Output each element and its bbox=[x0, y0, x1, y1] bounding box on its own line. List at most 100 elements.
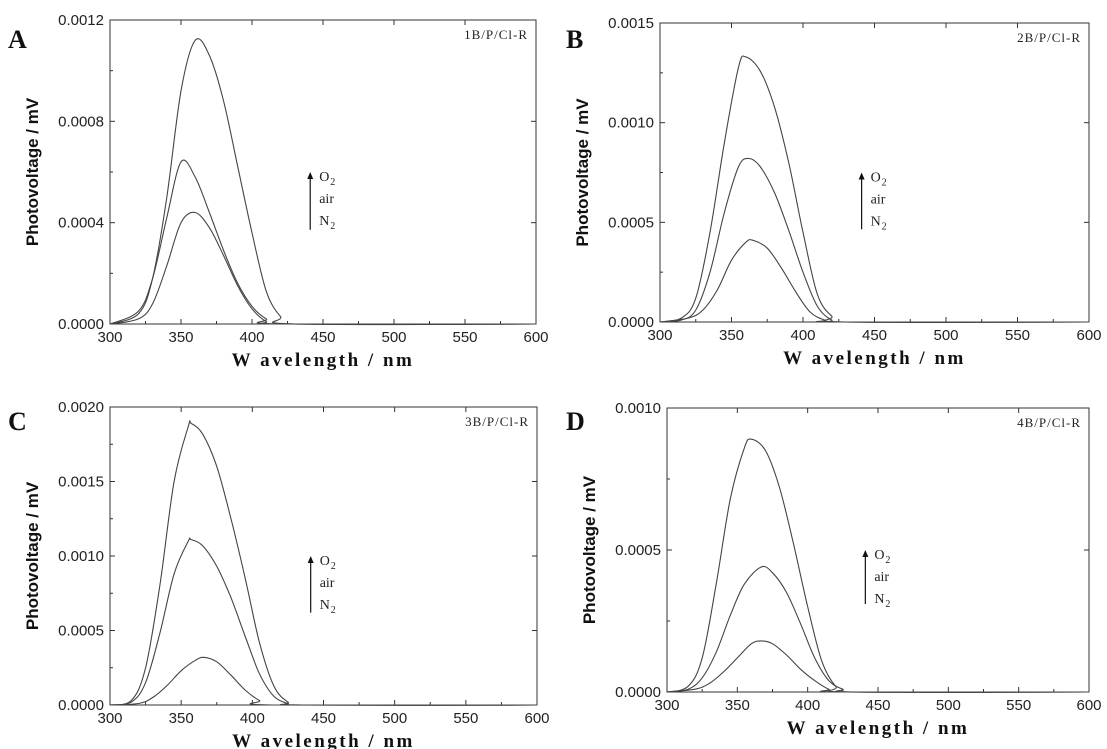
y-tick-label: 0.0000 bbox=[58, 697, 104, 714]
y-tick-label: 0.0004 bbox=[58, 215, 104, 232]
gas-label-o2: O bbox=[871, 171, 881, 186]
x-tick-label: 550 bbox=[453, 710, 478, 727]
x-tick-label: 500 bbox=[933, 327, 958, 344]
gas-subscript: 2 bbox=[885, 599, 890, 610]
series-line-3 bbox=[659, 239, 1090, 323]
panel-letter: C bbox=[8, 407, 27, 436]
y-tick-label: 0.0010 bbox=[615, 400, 661, 417]
x-axis-title: W avelength / nm bbox=[232, 731, 415, 749]
gas-label-air: air bbox=[319, 192, 334, 207]
gas-subscript: 2 bbox=[330, 177, 335, 188]
x-axis-title: W avelength / nm bbox=[232, 350, 415, 371]
gas-label-o2: O bbox=[874, 548, 884, 563]
x-tick-label: 450 bbox=[862, 327, 887, 344]
x-tick-label: 300 bbox=[647, 327, 672, 344]
series-line-2 bbox=[109, 537, 538, 706]
series-line-1 bbox=[659, 55, 1090, 323]
y-tick-label: 0.0012 bbox=[58, 12, 104, 29]
x-tick-label: 400 bbox=[240, 710, 265, 727]
x-tick-label: 500 bbox=[382, 710, 407, 727]
arrow-head-icon bbox=[858, 172, 865, 180]
y-tick-label: 0.0000 bbox=[615, 684, 661, 701]
y-tick-label: 0.0015 bbox=[608, 15, 654, 32]
y-axis-title: Photovoltage / mV bbox=[580, 475, 599, 624]
gas-label-n2: N bbox=[874, 592, 884, 607]
y-tick-label: 0.0005 bbox=[58, 623, 104, 640]
panel-d: 300 350 400 450 500 550 600 0.0000 0.0005 0.0010 D… bbox=[566, 400, 1102, 739]
x-tick-label: 300 bbox=[654, 697, 679, 714]
x-tick-label: 350 bbox=[719, 327, 744, 344]
y-tick-label: 0.0008 bbox=[58, 113, 104, 130]
x-tick-label: 600 bbox=[1076, 697, 1101, 714]
series-line-3 bbox=[109, 656, 538, 706]
gas-label-air: air bbox=[871, 193, 886, 208]
x-tick-label: 400 bbox=[790, 327, 815, 344]
panel-letter: D bbox=[566, 407, 585, 436]
sample-label: 2B/P/Cl-R bbox=[1017, 30, 1081, 45]
gas-subscript: 2 bbox=[330, 221, 335, 232]
gas-subscript: 2 bbox=[331, 561, 336, 572]
y-axis-title: Photovoltage / mV bbox=[23, 97, 42, 246]
panel-a: 300 350 400 450 500 550 600 0.0000 0.0004 0.0008 0… bbox=[8, 12, 549, 371]
gas-label-air: air bbox=[320, 576, 335, 591]
panel-c: 300 350 400 450 500 550 600 0.0000 0.0005 0.0010 0… bbox=[8, 399, 550, 749]
series-line-3 bbox=[109, 211, 537, 325]
x-tick-label: 350 bbox=[725, 697, 750, 714]
x-axis-title: W avelength / nm bbox=[783, 348, 966, 369]
gas-label-o2: O bbox=[319, 170, 329, 185]
arrow-head-icon bbox=[862, 550, 869, 557]
x-tick-label: 300 bbox=[97, 329, 122, 346]
panel-letter: A bbox=[8, 25, 27, 54]
gas-subscript: 2 bbox=[885, 555, 890, 566]
series-line-3 bbox=[666, 640, 1090, 693]
gas-subscript: 2 bbox=[882, 178, 887, 189]
panel-letter: B bbox=[566, 25, 583, 54]
y-tick-label: 0.0005 bbox=[608, 214, 654, 231]
y-tick-label: 0.0020 bbox=[58, 399, 104, 416]
y-tick-label: 0.0010 bbox=[58, 548, 104, 565]
x-tick-label: 350 bbox=[168, 329, 193, 346]
x-tick-label: 550 bbox=[1005, 327, 1030, 344]
y-axis-title: Photovoltage / mV bbox=[573, 98, 592, 247]
arrow-head-icon bbox=[307, 556, 314, 563]
gas-label-n2: N bbox=[320, 598, 330, 613]
gas-label-n2: N bbox=[871, 215, 881, 230]
x-tick-label: 400 bbox=[795, 697, 820, 714]
y-tick-label: 0.0000 bbox=[608, 314, 654, 331]
series-line-2 bbox=[666, 565, 1090, 693]
series-line-1 bbox=[666, 438, 1090, 693]
gas-label-air: air bbox=[874, 570, 889, 585]
x-tick-label: 600 bbox=[523, 329, 548, 346]
gas-subscript: 2 bbox=[331, 605, 336, 616]
series-line-1 bbox=[109, 420, 538, 706]
x-tick-label: 450 bbox=[310, 329, 335, 346]
x-tick-label: 550 bbox=[452, 329, 477, 346]
x-tick-label: 450 bbox=[311, 710, 336, 727]
panel-b: 300 350 400 450 500 550 600 0.0000 0.0005 0.0010 0… bbox=[566, 15, 1102, 369]
x-tick-label: 600 bbox=[524, 710, 549, 727]
sample-label: 4B/P/Cl-R bbox=[1017, 415, 1081, 430]
arrow-head-icon bbox=[307, 172, 314, 179]
y-tick-label: 0.0005 bbox=[615, 542, 661, 559]
x-tick-label: 450 bbox=[865, 697, 890, 714]
x-tick-label: 500 bbox=[936, 697, 961, 714]
x-tick-label: 600 bbox=[1076, 327, 1101, 344]
y-axis-title: Photovoltage / mV bbox=[23, 481, 42, 630]
gas-subscript: 2 bbox=[882, 222, 887, 233]
sample-label: 3B/P/Cl-R bbox=[465, 414, 529, 429]
series-line-1 bbox=[109, 38, 537, 326]
y-tick-label: 0.0000 bbox=[58, 316, 104, 333]
gas-label-n2: N bbox=[319, 214, 329, 229]
x-tick-label: 400 bbox=[239, 329, 264, 346]
gas-label-o2: O bbox=[320, 554, 330, 569]
y-tick-label: 0.0010 bbox=[608, 115, 654, 132]
y-tick-label: 0.0015 bbox=[58, 474, 104, 491]
x-axis-title: W avelength / nm bbox=[787, 718, 970, 739]
sample-label: 1B/P/Cl-R bbox=[464, 27, 528, 42]
x-tick-label: 300 bbox=[97, 710, 122, 727]
